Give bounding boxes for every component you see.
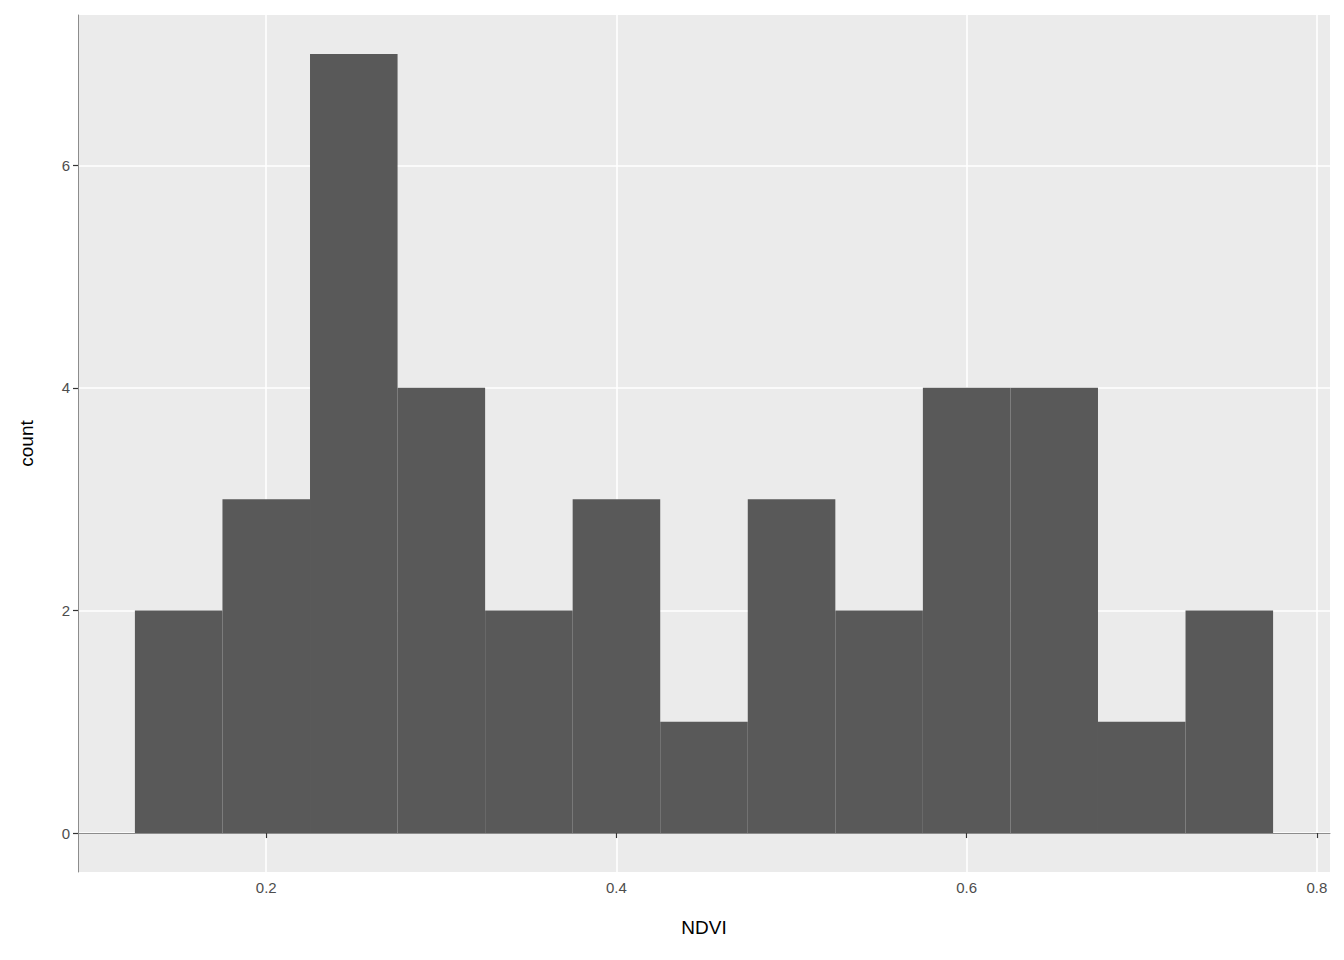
- svg-text:count: count: [16, 420, 37, 467]
- svg-text:0.2: 0.2: [256, 879, 277, 896]
- svg-text:0: 0: [62, 825, 70, 842]
- svg-text:NDVI: NDVI: [681, 917, 726, 938]
- svg-text:4: 4: [62, 379, 70, 396]
- svg-text:6: 6: [62, 157, 70, 174]
- svg-text:0.4: 0.4: [606, 879, 627, 896]
- svg-text:0.8: 0.8: [1306, 879, 1327, 896]
- svg-text:0.6: 0.6: [956, 879, 977, 896]
- svg-text:2: 2: [62, 602, 70, 619]
